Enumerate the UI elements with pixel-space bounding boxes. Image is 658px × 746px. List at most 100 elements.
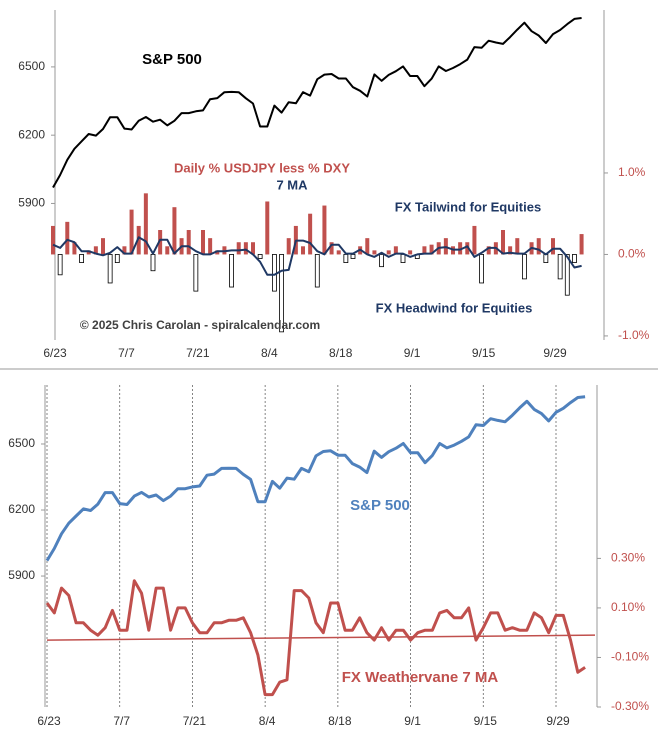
x-tick-label: 9/1 [404, 714, 421, 728]
x-tick-label: 7/7 [118, 346, 135, 360]
bar [522, 254, 527, 280]
bar [243, 242, 248, 255]
x-tick-label: 9/29 [546, 714, 570, 728]
annotation: © 2025 Chris Carolan - spiralcalendar.co… [80, 318, 320, 332]
bar [51, 225, 55, 255]
bar [143, 193, 148, 255]
y2-tick-label: 0.30% [611, 551, 645, 565]
bar [257, 254, 263, 259]
series-line [45, 579, 586, 697]
annotation: FX Tailwind for Equities [395, 199, 541, 214]
bar [107, 254, 113, 284]
y2-tick-label: 0.10% [611, 600, 645, 614]
x-tick-label: 6/23 [43, 346, 67, 360]
bar [350, 254, 356, 259]
annotation: FX Headwind for Equities [376, 300, 533, 315]
bar [343, 254, 349, 263]
series-line [52, 17, 582, 188]
bar [279, 254, 284, 333]
bar [372, 250, 377, 255]
bar [564, 254, 570, 296]
bar [172, 207, 177, 255]
bar [208, 238, 213, 255]
bar [408, 250, 413, 255]
bar [136, 225, 141, 255]
bar [93, 246, 98, 255]
bar [65, 221, 70, 255]
bar [158, 230, 163, 255]
bar [386, 250, 391, 255]
bar [572, 254, 577, 263]
bar [314, 254, 320, 288]
y2-tick-label: -1.0% [618, 328, 650, 342]
bar [301, 246, 305, 255]
bar [579, 234, 584, 255]
bar [251, 242, 255, 255]
x-tick-label: 7/7 [113, 714, 130, 728]
bar [472, 225, 477, 255]
bar [101, 238, 105, 255]
bar [429, 244, 434, 255]
y-tick-label: 6200 [18, 127, 45, 141]
y2-tick-label: 0.0% [618, 247, 646, 261]
bar [165, 246, 170, 255]
y-tick-label: 6500 [8, 436, 35, 450]
x-tick-label: 7/21 [186, 346, 210, 360]
bar [86, 250, 91, 255]
x-tick-label: 9/29 [543, 346, 567, 360]
bar [557, 254, 563, 280]
bar [501, 230, 505, 255]
annotation: FX Weathervane 7 MA [342, 669, 499, 686]
x-tick-label: 7/21 [183, 714, 207, 728]
annotation: Daily % USDJPY less % DXY [174, 160, 350, 175]
bar [515, 238, 520, 255]
bar [543, 254, 549, 263]
bar [393, 246, 398, 255]
bar [329, 242, 334, 255]
bar [379, 254, 384, 268]
y2-tick-label: -0.10% [611, 650, 649, 664]
annotation: S&P 500 [142, 51, 202, 68]
bar [114, 254, 120, 263]
bar [286, 238, 291, 255]
x-tick-label: 6/23 [37, 714, 61, 728]
x-tick-label: 9/15 [474, 714, 498, 728]
bar [508, 246, 513, 255]
y-tick-label: 6200 [8, 502, 35, 516]
bar [79, 254, 84, 263]
bar [551, 238, 555, 255]
bar [308, 213, 313, 255]
bar [265, 201, 270, 255]
series-line [45, 395, 586, 562]
bar [57, 254, 63, 276]
bar [122, 246, 127, 255]
series-line [52, 236, 582, 276]
x-tick-label: 8/4 [259, 714, 276, 728]
x-tick-label: 8/18 [328, 714, 352, 728]
bar [458, 242, 463, 255]
bar [365, 238, 370, 255]
bar [486, 246, 491, 255]
bar [236, 242, 241, 255]
y-tick-label: 5900 [8, 568, 35, 582]
trendline [46, 634, 596, 641]
bar [322, 205, 327, 255]
bar [186, 230, 191, 255]
x-tick-label: 8/4 [261, 346, 278, 360]
bar [336, 250, 341, 255]
annotation: 7 MA [276, 177, 308, 192]
bar [201, 230, 205, 255]
y-tick-label: 5900 [18, 196, 45, 210]
x-tick-label: 8/18 [329, 346, 353, 360]
bar [215, 250, 220, 255]
bar [465, 242, 470, 255]
y2-tick-label: 1.0% [618, 165, 646, 179]
bar [229, 254, 234, 288]
y-tick-label: 6500 [18, 59, 45, 73]
y2-tick-label: -0.30% [611, 699, 649, 713]
x-tick-label: 9/1 [404, 346, 421, 360]
bar [193, 254, 199, 292]
bar [422, 246, 427, 255]
bar [129, 209, 134, 255]
